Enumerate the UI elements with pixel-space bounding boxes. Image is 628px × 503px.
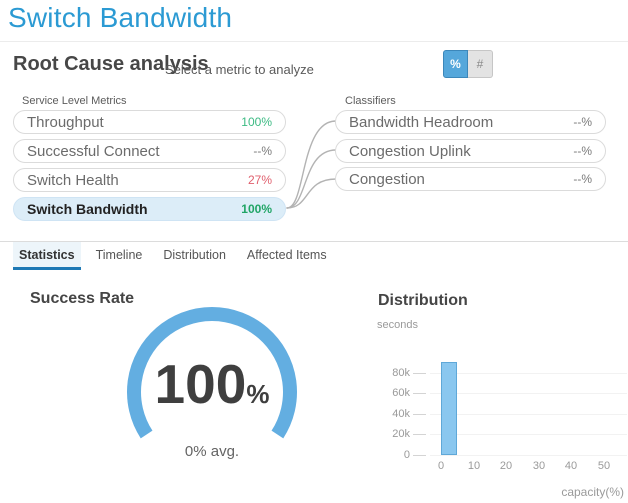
tab-bar: Statistics Timeline Distribution Affecte… [13,242,333,270]
y-tick-label: 20k [392,428,410,440]
y-tick-label: 60k [392,387,410,399]
y-tick [413,393,426,394]
success-rate-gauge-arc [127,307,297,439]
y-tick [413,373,426,374]
y-tick-label: 40k [392,408,410,420]
metric-pill-switch-health[interactable]: Switch Health 27% [13,168,286,192]
metric-classifier-connectors [286,120,337,209]
distribution-bar [441,362,457,455]
unit-toggle: % # [443,50,493,78]
gridline [430,434,627,435]
x-tick-label: 30 [532,460,546,472]
metric-label: Switch Bandwidth [27,201,148,217]
success-rate-value: 100% [84,357,340,412]
metric-pill-switch-bandwidth[interactable]: Switch Bandwidth 100% [13,197,286,221]
metric-value: 27% [247,173,272,187]
percent-toggle-button[interactable]: % [443,50,468,78]
metric-pill-throughput[interactable]: Throughput 100% [13,110,286,134]
gridline [430,373,627,374]
metric-label: Switch Health [27,171,119,189]
x-tick-label: 20 [499,460,513,472]
gridline [430,455,627,456]
root-cause-heading: Root Cause analysis [13,53,209,75]
classifier-label: Congestion [349,170,425,188]
metric-label: Throughput [27,113,104,131]
gridline [430,414,627,415]
header-divider [0,41,628,42]
service-level-metrics-label: Service Level Metrics [22,95,127,107]
distribution-title: Distribution [378,292,468,309]
classifier-pill-congestion-uplink[interactable]: Congestion Uplink --% [335,139,606,163]
metric-value: --% [253,144,272,158]
tab-timeline[interactable]: Timeline [95,247,143,262]
tab-statistics[interactable]: Statistics [13,242,81,270]
y-tick-label: 0 [403,449,410,461]
success-rate-number: 100 [154,353,247,415]
y-tick-label: 80k [392,367,410,379]
metric-value: 100% [241,115,272,129]
page-title: Switch Bandwidth [8,2,233,33]
classifiers-label: Classifiers [345,95,396,107]
distribution-xlabel: capacity(%) [561,485,624,499]
success-rate-title: Success Rate [30,290,135,307]
x-tick-label: 40 [564,460,578,472]
distribution-ylabel: seconds [377,319,418,331]
classifier-label: Bandwidth Headroom [349,113,494,131]
classifier-value: --% [573,144,592,158]
x-tick-label: 10 [467,460,481,472]
count-toggle-button[interactable]: # [468,50,493,78]
gridline [430,393,627,394]
classifier-value: --% [573,172,592,186]
metric-label: Successful Connect [27,142,160,160]
classifier-pill-bandwidth-headroom[interactable]: Bandwidth Headroom --% [335,110,606,134]
success-rate-unit: % [246,379,270,409]
y-tick [413,434,426,435]
y-tick [413,455,426,456]
root-cause-subheading: Select a metric to analyze [165,62,314,77]
classifier-value: --% [573,115,592,129]
section-divider [0,241,628,242]
tab-distribution[interactable]: Distribution [163,247,226,262]
classifier-label: Congestion Uplink [349,142,471,160]
metric-value: 100% [241,202,272,216]
classifier-pill-congestion[interactable]: Congestion --% [335,167,606,191]
metric-pill-successful-connect[interactable]: Successful Connect --% [13,139,286,163]
success-rate-average: 0% avg. [184,443,240,460]
x-tick-label: 50 [597,460,611,472]
x-tick-label: 0 [437,460,445,472]
y-tick [413,414,426,415]
tab-affected-items[interactable]: Affected Items [246,247,327,262]
